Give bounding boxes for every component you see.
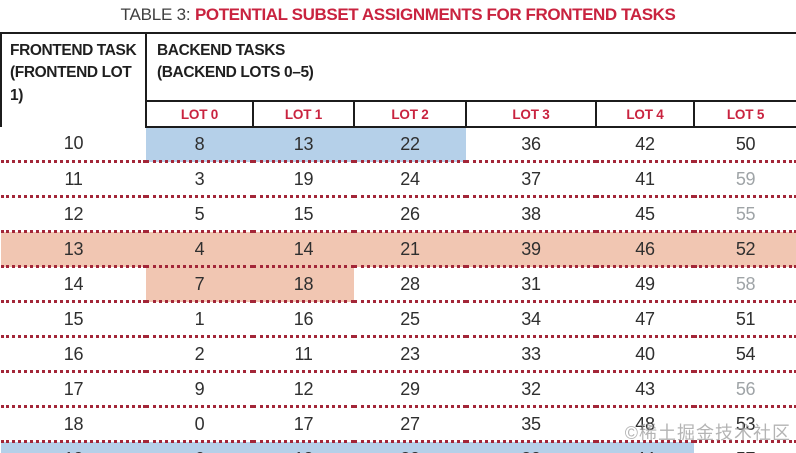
backend-task-cell: 30: [466, 441, 596, 453]
frontend-header-line1: FRONTEND TASK: [10, 42, 137, 59]
table-row: 12 5 15 26 38 45 55: [1, 196, 796, 233]
backend-task-cell: 3: [146, 161, 253, 198]
lot-header-3: LOT 3: [465, 100, 597, 128]
backend-header-line2: (BACKEND LOTS 0–5): [157, 64, 314, 82]
backend-task-cell: 31: [466, 266, 596, 303]
backend-task-cell: 10: [253, 441, 354, 453]
backend-task-cell: 23: [354, 336, 466, 373]
backend-task-cell: 37: [466, 161, 596, 198]
backend-task-cell: 5: [146, 196, 253, 233]
table-title: TABLE 3: POTENTIAL SUBSET ASSIGNMENTS FO…: [0, 0, 796, 32]
backend-task-cell: 14: [253, 231, 354, 268]
backend-task-cell: 1: [146, 301, 253, 338]
frontend-task-cell: 17: [1, 371, 146, 408]
backend-task-cell: 56: [694, 371, 796, 408]
frontend-task-cell: 18: [1, 406, 146, 443]
backend-task-cell: 50: [694, 127, 796, 163]
backend-task-cell: 34: [466, 301, 596, 338]
backend-task-cell: 9: [146, 371, 253, 408]
frontend-task-cell: 10: [1, 127, 146, 163]
backend-task-cell: 57: [694, 441, 796, 453]
backend-task-cell: 47: [596, 301, 694, 338]
backend-task-cell: 0: [146, 406, 253, 443]
frontend-header-line2: (FRONTEND LOT 1): [10, 64, 132, 104]
table-row: 15 1 16 25 34 47 51: [1, 301, 796, 338]
backend-task-cell: 48: [596, 406, 694, 443]
backend-task-cell: 20: [354, 441, 466, 453]
backend-task-cell: 17: [253, 406, 354, 443]
backend-task-cell: 22: [354, 127, 466, 163]
backend-task-cell: 15: [253, 196, 354, 233]
backend-task-cell: 41: [596, 161, 694, 198]
backend-task-cell: 27: [354, 406, 466, 443]
backend-task-cell: 28: [354, 266, 466, 303]
backend-task-cell: 25: [354, 301, 466, 338]
backend-task-cell: 19: [253, 161, 354, 198]
frontend-task-cell: 14: [1, 266, 146, 303]
table-title-prefix: TABLE 3:: [120, 5, 195, 24]
backend-task-cell: 33: [466, 336, 596, 373]
table-row: 11 3 19 24 37 41 59: [1, 161, 796, 198]
backend-task-cell: 43: [596, 371, 694, 408]
lot-header-0: LOT 0: [145, 100, 254, 128]
backend-task-cell: 54: [694, 336, 796, 373]
backend-task-cell: 21: [354, 231, 466, 268]
backend-task-cell: 4: [146, 231, 253, 268]
table-row: 16 2 11 23 33 40 54: [1, 336, 796, 373]
backend-task-cell: 2: [146, 336, 253, 373]
table-row: 18 0 17 27 35 48 53: [1, 406, 796, 443]
lot-header-5: LOT 5: [692, 100, 796, 128]
backend-task-cell: 11: [253, 336, 354, 373]
frontend-task-cell: 15: [1, 301, 146, 338]
backend-task-cell: 24: [354, 161, 466, 198]
assignments-table: FRONTEND TASK (FRONTEND LOT 1) BACKEND T…: [0, 32, 796, 453]
backend-task-cell: 44: [596, 441, 694, 453]
backend-task-cell: 32: [466, 371, 596, 408]
backend-task-cell: 46: [596, 231, 694, 268]
backend-task-cell: 29: [354, 371, 466, 408]
table-row: 1961020304457: [1, 441, 796, 453]
backend-task-cell: 52: [694, 231, 796, 268]
lot-header-1: LOT 1: [252, 100, 355, 128]
lot-header-4: LOT 4: [595, 100, 695, 128]
backend-task-cell: 13: [253, 127, 354, 163]
table-row: 17 9 12 29 32 43 56: [1, 371, 796, 408]
backend-task-cell: 59: [694, 161, 796, 198]
frontend-task-cell: 16: [1, 336, 146, 373]
backend-task-cell: 16: [253, 301, 354, 338]
group-header-row: FRONTEND TASK (FRONTEND LOT 1) BACKEND T…: [0, 32, 796, 127]
backend-task-cell: 26: [354, 196, 466, 233]
backend-task-cell: 58: [694, 266, 796, 303]
backend-task-cell: 7: [146, 266, 253, 303]
backend-task-cell: 6: [146, 441, 253, 453]
backend-task-cell: 40: [596, 336, 694, 373]
frontend-task-cell: 11: [1, 161, 146, 198]
backend-task-cell: 12: [253, 371, 354, 408]
frontend-task-cell: 12: [1, 196, 146, 233]
table-title-main: POTENTIAL SUBSET ASSIGNMENTS FOR FRONTEN…: [194, 5, 676, 24]
backend-task-cell: 39: [466, 231, 596, 268]
backend-task-cell: 18: [253, 266, 354, 303]
col-header-backend-tasks: BACKEND TASKS (BACKEND LOTS 0–5): [144, 32, 796, 102]
backend-task-cell: 51: [694, 301, 796, 338]
col-header-frontend-task: FRONTEND TASK (FRONTEND LOT 1): [0, 32, 147, 127]
backend-task-cell: 53: [694, 406, 796, 443]
table-row: 14 7 18 28 31 49 58: [1, 266, 796, 303]
backend-task-cell: 36: [466, 127, 596, 163]
frontend-task-cell: 19: [1, 441, 146, 453]
backend-task-cell: 35: [466, 406, 596, 443]
lot-header-row: LOT 0 LOT 1 LOT 2 LOT 3 LOT 4 LOT 5: [1, 100, 796, 128]
backend-task-cell: 55: [694, 196, 796, 233]
lot-header-2: LOT 2: [353, 100, 467, 128]
backend-task-cell: 38: [466, 196, 596, 233]
backend-task-cell: 45: [596, 196, 694, 233]
backend-task-cell: 49: [596, 266, 694, 303]
backend-task-cell: 8: [146, 127, 253, 163]
frontend-task-cell: 13: [1, 231, 146, 268]
table-row: 13 4 14 21 39 46 52: [1, 231, 796, 268]
backend-task-cell: 42: [596, 127, 694, 163]
backend-header-line1: BACKEND TASKS: [157, 42, 285, 59]
table-row: 10 8 13 22 36 42 50: [1, 127, 796, 163]
